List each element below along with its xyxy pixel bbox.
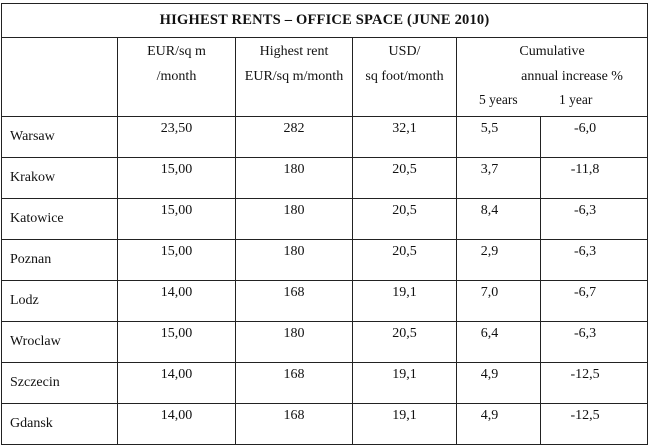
cell-increase-5y: 8,4: [456, 198, 541, 240]
cell-increase-1y: -11,8: [539, 157, 649, 199]
cell-eur-sqm-month: 15,00: [117, 321, 236, 363]
cell-eur-sqm-month: 14,00: [117, 403, 236, 445]
cell-highest-rent: 168: [235, 403, 353, 445]
cell-highest-rent: 168: [235, 362, 353, 404]
header-usd-line1: USD/: [388, 44, 421, 59]
header-eur-sqm-month: EUR/sq m /month: [117, 37, 236, 117]
header-eur-sqm-line1: EUR/sq m: [147, 44, 206, 59]
header-usd-line2: sq foot/month: [365, 69, 444, 84]
cell-increase-1y: -6,3: [539, 239, 649, 281]
header-city-cell: [1, 37, 118, 117]
cell-eur-sqm-month: 15,00: [117, 198, 236, 240]
cell-highest-rent: 180: [235, 321, 353, 363]
table-row: Lodz 14,00 168 19,1 7,0 -6,7: [1, 280, 649, 322]
cell-highest-rent: 168: [235, 280, 353, 322]
table-row: Krakow 15,00 180 20,5 3,7 -11,8: [1, 157, 649, 199]
header-highest-line1: Highest rent: [259, 44, 329, 59]
header-usd-sqft-month: USD/ sq foot/month: [352, 37, 457, 117]
header-cumulative: Cumulative annual increase % 5 years 1 y…: [455, 37, 649, 117]
header-highest-rent: Highest rent EUR/sq m/month: [235, 37, 353, 117]
table-row: Warsaw 23,50 282 32,1 5,5 -6,0: [1, 116, 649, 158]
cell-city: Lodz: [1, 280, 118, 322]
cell-usd-sqft-month: 32,1: [352, 116, 457, 158]
header-cumulative-line2: annual increase %: [521, 69, 623, 84]
cell-city: Warsaw: [1, 116, 118, 158]
cell-eur-sqm-month: 23,50: [117, 116, 236, 158]
cell-eur-sqm-month: 14,00: [117, 280, 236, 322]
cell-city: Katowice: [1, 198, 118, 240]
cell-usd-sqft-month: 20,5: [352, 239, 457, 281]
cell-city: Krakow: [1, 157, 118, 199]
table-row: Gdansk 14,00 168 19,1 4,9 -12,5: [1, 403, 649, 445]
cell-city: Poznan: [1, 239, 118, 281]
cell-increase-1y: -12,5: [539, 362, 649, 404]
cell-eur-sqm-month: 14,00: [117, 362, 236, 404]
cell-increase-5y: 5,5: [456, 116, 541, 158]
cell-increase-5y: 3,7: [456, 157, 541, 199]
cell-highest-rent: 282: [235, 116, 353, 158]
cell-increase-1y: -6,3: [539, 321, 649, 363]
cell-increase-5y: 6,4: [456, 321, 541, 363]
cell-increase-1y: -6,0: [539, 116, 649, 158]
header-1-year: 1 year: [559, 92, 593, 107]
cell-increase-1y: -6,7: [539, 280, 649, 322]
rents-table-container: HIGHEST RENTS – OFFICE SPACE (JUNE 2010)…: [0, 3, 649, 445]
table-row: Szczecin 14,00 168 19,1 4,9 -12,5: [1, 362, 649, 404]
cell-city: Wroclaw: [1, 321, 118, 363]
cell-eur-sqm-month: 15,00: [117, 239, 236, 281]
header-highest-line2: EUR/sq m/month: [244, 69, 344, 84]
cell-increase-1y: -6,3: [539, 198, 649, 240]
header-row: EUR/sq m /month Highest rent EUR/sq m/mo…: [1, 37, 649, 117]
cell-highest-rent: 180: [235, 157, 353, 199]
table-title: HIGHEST RENTS – OFFICE SPACE (JUNE 2010): [0, 3, 649, 38]
header-5-years: 5 years: [479, 92, 518, 107]
table-row: Poznan 15,00 180 20,5 2,9 -6,3: [1, 239, 649, 281]
table-row: Katowice 15,00 180 20,5 8,4 -6,3: [1, 198, 649, 240]
cell-usd-sqft-month: 19,1: [352, 403, 457, 445]
cell-usd-sqft-month: 19,1: [352, 362, 457, 404]
cell-city: Gdansk: [1, 403, 118, 445]
cell-highest-rent: 180: [235, 239, 353, 281]
cell-increase-5y: 2,9: [456, 239, 541, 281]
cell-usd-sqft-month: 20,5: [352, 198, 457, 240]
cell-usd-sqft-month: 19,1: [352, 280, 457, 322]
table-row: Wroclaw 15,00 180 20,5 6,4 -6,3: [1, 321, 649, 363]
cell-eur-sqm-month: 15,00: [117, 157, 236, 199]
cell-usd-sqft-month: 20,5: [352, 321, 457, 363]
cell-increase-1y: -12,5: [539, 403, 649, 445]
title-row: HIGHEST RENTS – OFFICE SPACE (JUNE 2010): [0, 3, 649, 38]
rents-table: HIGHEST RENTS – OFFICE SPACE (JUNE 2010)…: [0, 3, 649, 445]
cell-increase-5y: 7,0: [456, 280, 541, 322]
cell-usd-sqft-month: 20,5: [352, 157, 457, 199]
cell-city: Szczecin: [1, 362, 118, 404]
header-cumulative-line1: Cumulative: [519, 44, 585, 59]
cell-highest-rent: 180: [235, 198, 353, 240]
cell-increase-5y: 4,9: [456, 403, 541, 445]
cell-increase-5y: 4,9: [456, 362, 541, 404]
header-eur-sqm-line2: /month: [156, 69, 197, 84]
